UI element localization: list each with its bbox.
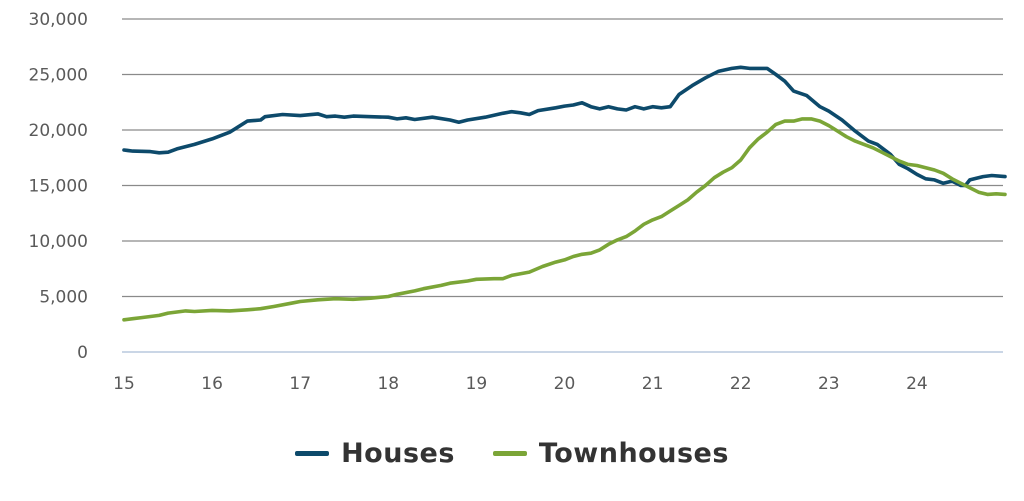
x-tick-label: 23 bbox=[818, 374, 840, 394]
legend-item-houses: Houses bbox=[295, 438, 455, 469]
y-tick-label: 25,000 bbox=[29, 66, 88, 86]
x-tick-label: 24 bbox=[906, 374, 928, 394]
y-tick-label: 5,000 bbox=[39, 288, 88, 308]
x-tick-label: 15 bbox=[113, 374, 135, 394]
x-tick-label: 19 bbox=[466, 374, 488, 394]
y-tick-label: 10,000 bbox=[29, 232, 88, 252]
grid-lines bbox=[122, 18, 1003, 353]
x-tick-label: 21 bbox=[642, 374, 664, 394]
legend-label-townhouses: Townhouses bbox=[538, 437, 729, 469]
series-line-townhouses bbox=[122, 117, 1007, 322]
legend-swatch-townhouses bbox=[492, 450, 527, 456]
x-tick-label: 16 bbox=[201, 374, 223, 394]
x-tick-label: 17 bbox=[289, 374, 311, 394]
series-line-houses bbox=[122, 65, 1007, 188]
y-tick-label: 0 bbox=[77, 343, 88, 363]
y-tick-label: 20,000 bbox=[29, 121, 88, 141]
x-axis-ticks: 15 16 17 18 19 20 21 22 23 24 bbox=[113, 374, 928, 394]
x-tick-label: 18 bbox=[377, 374, 399, 394]
legend: Houses Townhouses bbox=[0, 433, 1024, 473]
series-lines bbox=[122, 65, 1007, 322]
y-axis-ticks: 0 5,000 10,000 15,000 20,000 25,000 30,000 bbox=[29, 10, 88, 363]
legend-label-houses: Houses bbox=[341, 437, 455, 469]
y-tick-label: 15,000 bbox=[29, 177, 88, 197]
legend-swatch-houses bbox=[295, 450, 330, 456]
x-tick-label: 20 bbox=[554, 374, 576, 394]
y-tick-label: 30,000 bbox=[29, 10, 88, 30]
legend-item-townhouses: Townhouses bbox=[492, 437, 729, 469]
x-tick-label: 22 bbox=[730, 374, 752, 394]
